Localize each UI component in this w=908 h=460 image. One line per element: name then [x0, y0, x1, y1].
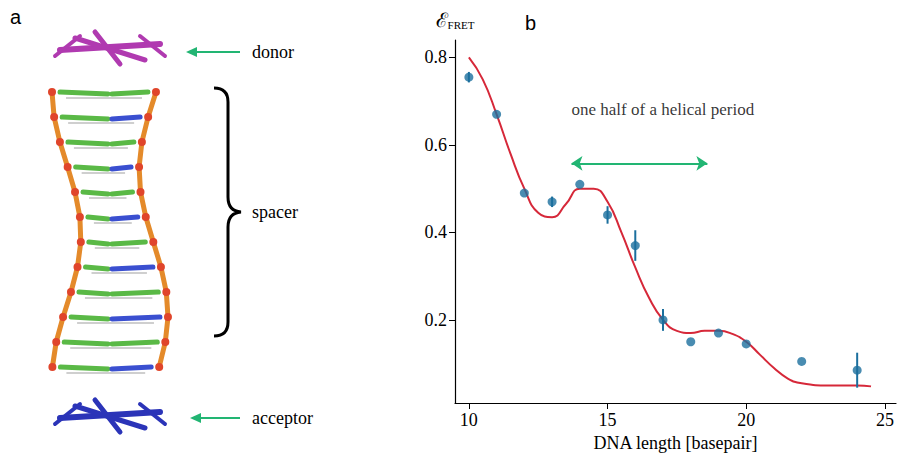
svg-text:0.6: 0.6 — [425, 135, 448, 155]
svg-text:25: 25 — [876, 410, 894, 430]
svg-text:b: b — [525, 12, 536, 34]
svg-text:ℰ: ℰ — [435, 9, 448, 31]
svg-text:0.4: 0.4 — [425, 222, 448, 242]
svg-text:20: 20 — [737, 410, 755, 430]
svg-text:acceptor: acceptor — [252, 408, 313, 428]
svg-text:DNA length [basepair]: DNA length [basepair] — [594, 433, 758, 453]
svg-text:a: a — [10, 6, 22, 28]
svg-text:one half of a helical period: one half of a helical period — [571, 100, 754, 119]
svg-text:0.2: 0.2 — [425, 310, 448, 330]
svg-text:spacer: spacer — [252, 202, 298, 222]
svg-text:0.8: 0.8 — [425, 47, 448, 67]
svg-text:FRET: FRET — [448, 19, 475, 31]
svg-text:15: 15 — [599, 410, 617, 430]
svg-text:donor: donor — [252, 42, 294, 62]
svg-text:10: 10 — [460, 410, 478, 430]
